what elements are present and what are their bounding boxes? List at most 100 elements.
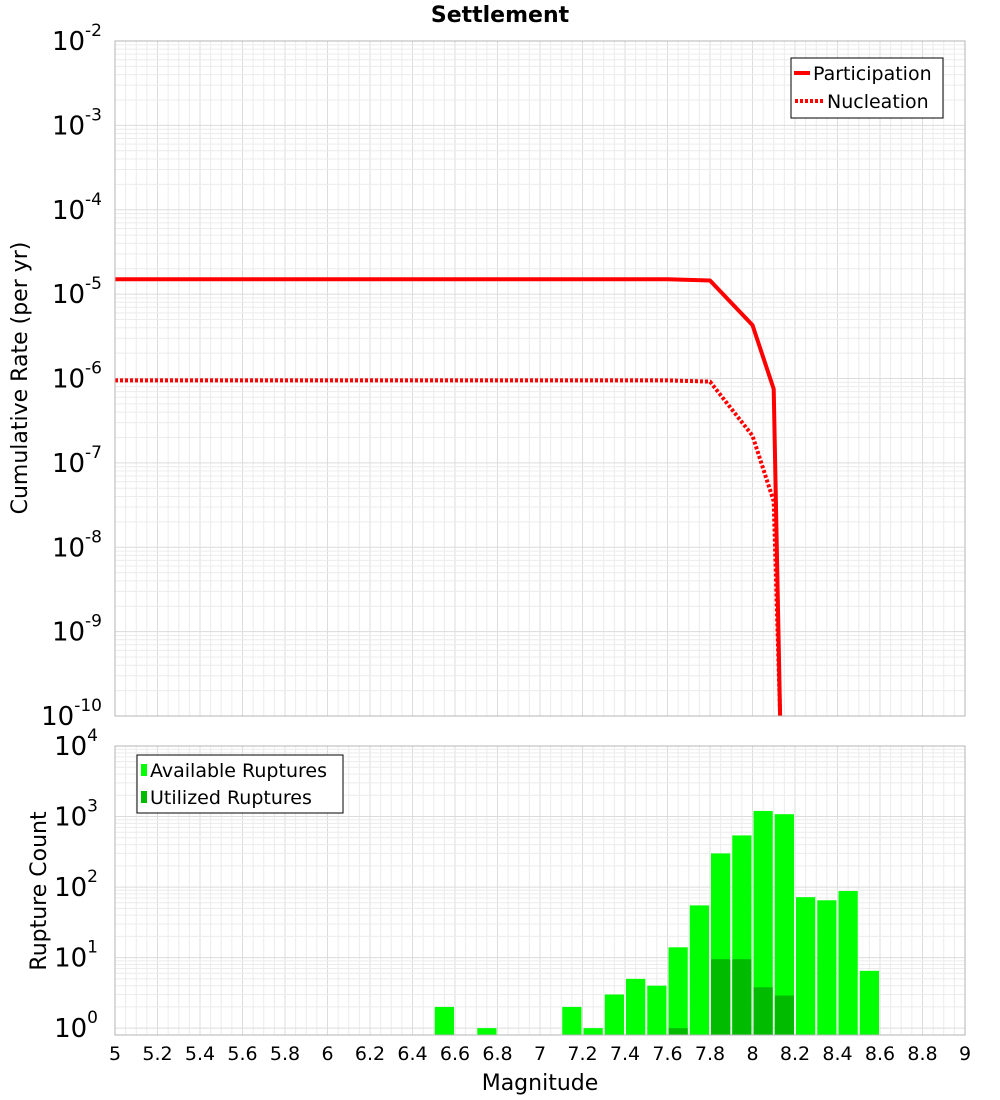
rate-y-tick-label: 10-3	[52, 105, 102, 141]
rupture-y-tick-exponent: 3	[87, 797, 98, 817]
rate-y-tick-exponent: -9	[85, 612, 102, 632]
rupture-y-tick-label: 104	[54, 726, 98, 762]
rate-y-tick-exponent: -7	[85, 443, 102, 463]
rate-y-tick-label: 10-5	[52, 274, 102, 310]
available-rupture-bar	[753, 810, 773, 1035]
magnitude-x-ticks: 5 5.2 5.4 5.6 5.8 6 6.2 6.4 6.6 6.8 7 7.2 7.4 7.6 7.8 8…	[109, 1043, 971, 1065]
rate-y-tick-base: 10	[52, 533, 85, 563]
available-legend-swatch	[141, 764, 147, 776]
utilized-rupture-bar	[753, 987, 773, 1035]
magnitude-tick-label: 8.4	[822, 1043, 852, 1065]
rate-y-tick-base: 10	[41, 702, 74, 732]
magnitude-tick-label: 8.6	[865, 1043, 895, 1065]
utilized-legend-swatch	[141, 791, 147, 803]
magnitude-tick-label: 5.2	[142, 1043, 172, 1065]
rate-y-tick-label: 10-8	[52, 527, 102, 563]
rate-y-tick-base: 10	[52, 196, 85, 226]
utilized-rupture-bar	[668, 1028, 688, 1035]
participation-line	[115, 277, 783, 717]
magnitude-tick-label: 5.8	[270, 1043, 300, 1065]
magnitude-tick-label: 5	[109, 1043, 121, 1065]
rate-y-tick-base: 10	[52, 618, 85, 648]
magnitude-tick-label: 7.2	[567, 1043, 597, 1065]
rupture-y-tick-base: 10	[54, 732, 87, 762]
available-rupture-bar	[668, 947, 688, 1035]
magnitude-tick-label: 7	[534, 1043, 546, 1065]
rupture-y-tick-base: 10	[54, 803, 87, 833]
rate-y-tick-exponent: -3	[85, 105, 102, 125]
rate-plot-series	[115, 277, 783, 717]
rate-y-tick-label: 10-9	[52, 612, 102, 648]
available-rupture-bar	[774, 814, 794, 1035]
rate-y-tick-base: 10	[52, 280, 85, 310]
rate-y-tick-exponent: -5	[85, 274, 102, 294]
magnitude-tick-label: 6.6	[440, 1043, 470, 1065]
available-rupture-bar	[604, 994, 624, 1035]
utilized-rupture-bar	[774, 995, 794, 1035]
nucleation-legend-label: Nucleation	[827, 91, 929, 113]
rupture-plot-frame	[114, 745, 966, 1036]
rate-y-tick-base: 10	[52, 111, 85, 141]
utilized-rupture-bar	[711, 959, 731, 1035]
rate-y-tick-label: 10-10	[41, 696, 102, 732]
rupture-y-tick-base: 10	[54, 1014, 87, 1044]
rupture-y-axis-label: Rupture Count	[27, 811, 52, 971]
available-rupture-bar	[626, 978, 646, 1035]
available-rupture-bar	[434, 1006, 454, 1035]
rupture-legend: Available Ruptures Utilized Ruptures	[136, 754, 344, 814]
available-rupture-bar	[838, 890, 858, 1035]
available-rupture-bar	[859, 970, 879, 1035]
magnitude-tick-label: 7.4	[610, 1043, 640, 1065]
participation-legend-label: Participation	[813, 63, 932, 85]
magnitude-tick-label: 6	[321, 1043, 333, 1065]
rate-legend-box	[790, 57, 944, 119]
available-rupture-bar	[647, 985, 667, 1035]
rupture-bars	[434, 810, 879, 1035]
rate-y-tick-label: 10-7	[52, 443, 102, 479]
magnitude-tick-label: 8	[746, 1043, 758, 1065]
magnitude-tick-label: 8.8	[907, 1043, 937, 1065]
x-axis-label: Magnitude	[482, 1071, 599, 1096]
utilized-legend-label: Utilized Ruptures	[150, 787, 312, 809]
rupture-y-tick-exponent: 0	[87, 1008, 98, 1028]
utilized-rupture-bar	[732, 959, 752, 1035]
rupture-y-tick-exponent: 1	[87, 938, 98, 958]
magnitude-tick-label: 6.2	[355, 1043, 385, 1065]
magnitude-tick-label: 5.4	[185, 1043, 215, 1065]
rupture-y-tick-base: 10	[54, 873, 87, 903]
available-rupture-bar	[817, 900, 837, 1035]
rate-y-axis-label: Cumulative Rate (per yr)	[8, 242, 33, 515]
rate-legend: Participation Nucleation	[790, 57, 944, 119]
magnitude-tick-label: 8.2	[780, 1043, 810, 1065]
rate-y-tick-base: 10	[52, 449, 85, 479]
magnitude-tick-label: 6.8	[482, 1043, 512, 1065]
rate-plot-frame	[114, 40, 966, 717]
available-rupture-bar	[583, 1028, 603, 1035]
available-rupture-bar	[477, 1028, 497, 1035]
rupture-legend-box	[136, 754, 344, 814]
rate-y-tick-base: 10	[52, 27, 85, 57]
rate-y-tick-label: 10-4	[52, 190, 102, 226]
available-rupture-bar	[562, 1006, 582, 1035]
nucleation-line	[115, 378, 783, 717]
rupture-y-tick-label: 103	[54, 797, 98, 833]
rupture-y-tick-label: 100	[54, 1008, 98, 1044]
rupture-y-tick-base: 10	[54, 944, 87, 974]
magnitude-tick-label: 7.8	[695, 1043, 725, 1065]
magnitude-tick-label: 9	[959, 1043, 971, 1065]
rate-y-tick-exponent: -8	[85, 527, 102, 547]
rate-y-tick-label: 10-2	[52, 21, 102, 57]
magnitude-tick-label: 7.6	[652, 1043, 682, 1065]
rate-y-tick-exponent: -4	[85, 190, 102, 210]
rate-y-tick-exponent: -10	[74, 696, 102, 716]
rupture-y-tick-exponent: 4	[87, 726, 98, 746]
rate-y-tick-label: 10-6	[52, 359, 102, 395]
available-rupture-bar	[796, 897, 816, 1035]
chart-title: Settlement	[431, 3, 570, 28]
rupture-y-tick-label: 101	[54, 938, 98, 974]
